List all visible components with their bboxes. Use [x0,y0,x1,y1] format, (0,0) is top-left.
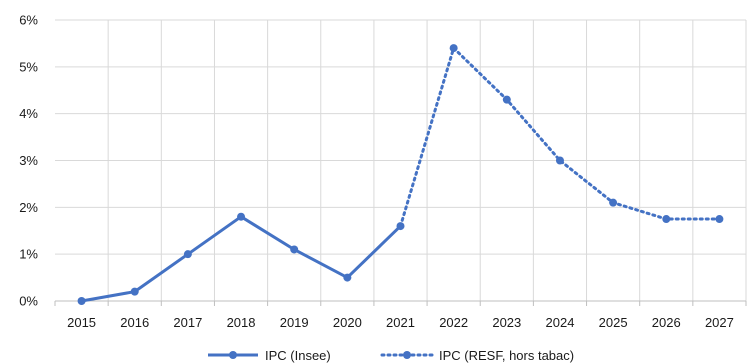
series-line-1 [81,215,402,303]
tick-labels: 0% 1% 2% 3% 4% 5% 6% 2015 2016 2017 2018 2019 2020 20… [19,13,734,331]
x-tick-label: 2026 [652,315,681,330]
y-tick-label: 5% [19,59,38,74]
y-tick-label: 0% [19,294,38,309]
data-point [555,156,564,165]
data-point [502,95,511,104]
data-point [77,297,86,305]
series-line-2 [399,46,721,228]
x-tick-label: 2022 [439,315,468,330]
data-point [609,198,618,207]
x-tick-label: 2027 [705,315,734,330]
legend-marker-2 [403,351,411,359]
x-tick-label: 2018 [227,315,256,330]
x-tick-label: 2024 [546,315,575,330]
data-point [449,44,458,53]
y-tick-label: 3% [19,153,38,168]
y-tick-label: 6% [19,13,38,28]
y-tick-label: 1% [19,247,38,262]
legend-label-1: IPC (Insee) [265,348,331,363]
y-tick-label: 2% [19,200,38,215]
x-tick-label: 2021 [386,315,415,330]
x-tick-label: 2017 [173,315,202,330]
data-point [290,245,299,254]
x-tick-label: 2016 [120,315,149,330]
series [77,44,724,305]
data-point [662,215,671,224]
y-tick-label: 4% [19,106,38,121]
data-point [343,273,352,282]
legend-marker-1 [229,351,237,359]
x-tick-label: 2025 [599,315,628,330]
legend-label-2: IPC (RESF, hors tabac) [439,348,574,363]
x-tick-label: 2020 [333,315,362,330]
data-point [237,212,246,221]
data-point [183,250,192,259]
x-tick-label: 2019 [280,315,309,330]
legend: IPC (Insee) IPC (RESF, hors tabac) [208,348,574,363]
grid [55,19,747,301]
axes [54,300,747,306]
data-point [715,215,724,224]
data-point [130,287,139,296]
x-tick-label: 2023 [492,315,521,330]
x-tick-label: 2015 [67,315,96,330]
